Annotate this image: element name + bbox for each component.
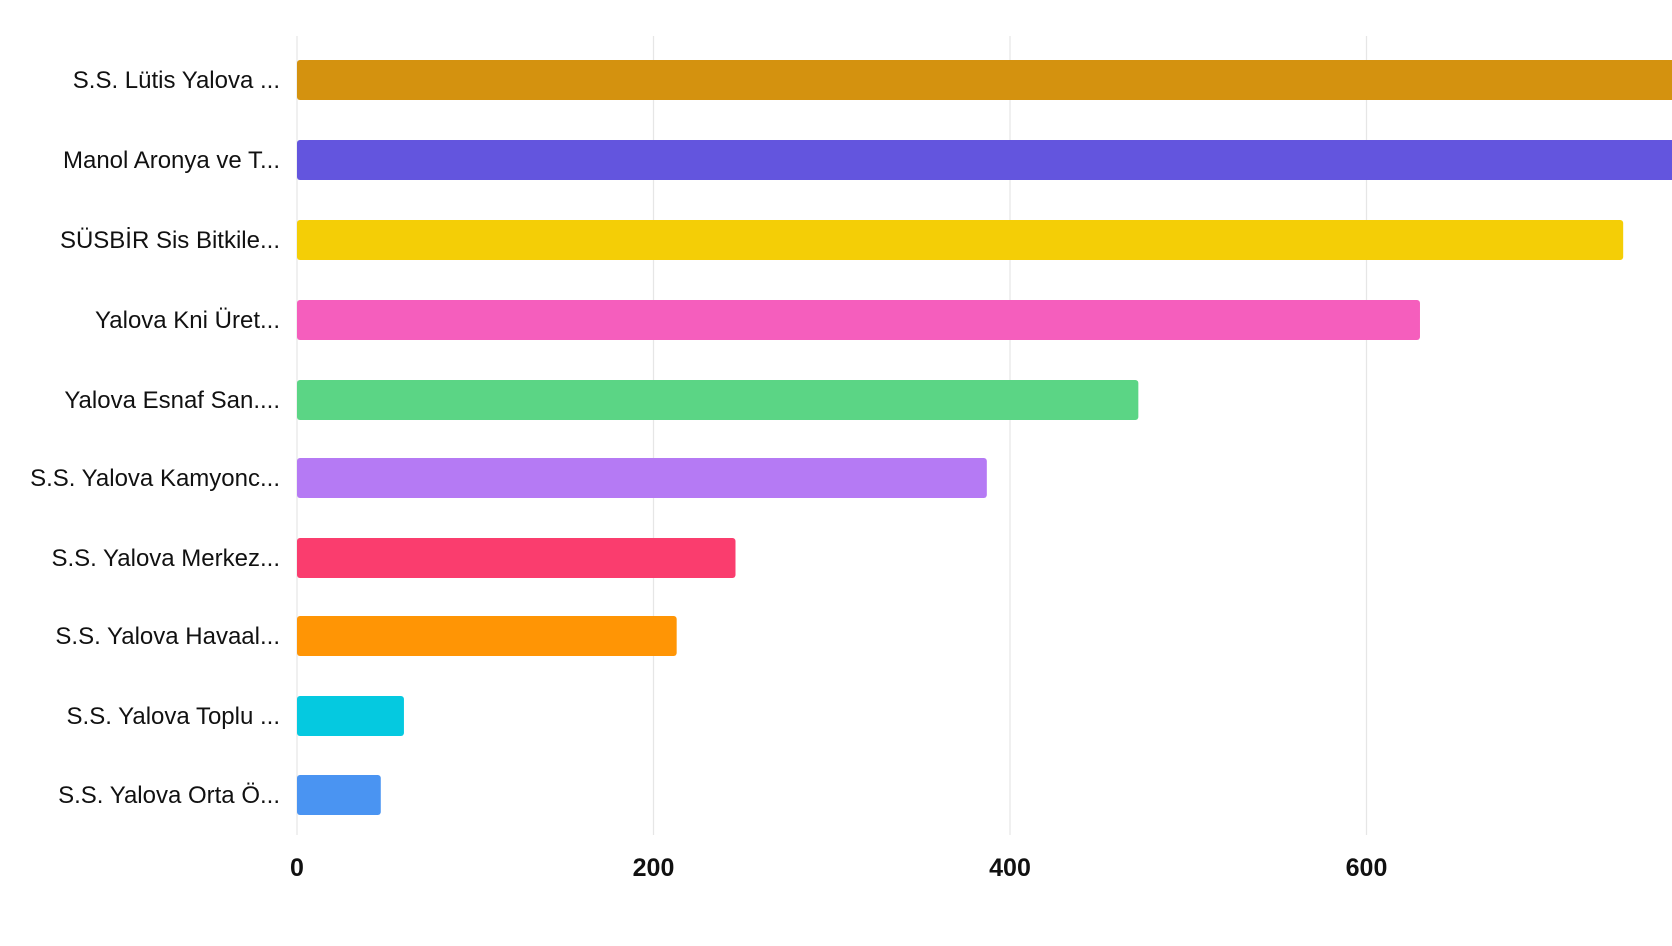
category-label: S.S. Yalova Kamyonc...	[30, 465, 280, 492]
category-label: Yalova Esnaf San....	[64, 387, 280, 414]
category-label: SÜSBİR Sis Bitkile...	[60, 227, 280, 254]
x-tick-label: 600	[1346, 854, 1388, 882]
x-tick-label: 200	[633, 854, 675, 882]
bar[interactable]	[297, 220, 1624, 260]
bar-layer	[297, 60, 1672, 815]
category-label: S.S. Yalova Havaal...	[55, 623, 280, 650]
category-label: S.S. Yalova Toplu ...	[67, 703, 280, 730]
category-label: S.S. Yalova Merkez...	[51, 545, 280, 572]
bar[interactable]	[297, 696, 404, 736]
bar[interactable]	[297, 140, 1672, 180]
bar[interactable]	[297, 300, 1420, 340]
x-tick-label: 400	[989, 854, 1031, 882]
category-label: Yalova Kni Üret...	[95, 307, 280, 334]
bar[interactable]	[297, 538, 736, 578]
bar[interactable]	[297, 458, 987, 498]
x-tick-label: 0	[290, 854, 304, 882]
bar[interactable]	[297, 616, 677, 656]
bar[interactable]	[297, 380, 1139, 420]
category-label: S.S. Lütis Yalova ...	[73, 67, 280, 94]
bar[interactable]	[297, 775, 381, 815]
category-labels: S.S. Lütis Yalova ... Manol Aronya ve T..…	[30, 67, 280, 809]
category-label: Manol Aronya ve T...	[63, 147, 280, 174]
category-label: S.S. Yalova Orta Ö...	[58, 782, 280, 809]
x-axis-ticks: 0200400600800100012001400	[290, 854, 1388, 882]
bar[interactable]	[297, 60, 1672, 100]
